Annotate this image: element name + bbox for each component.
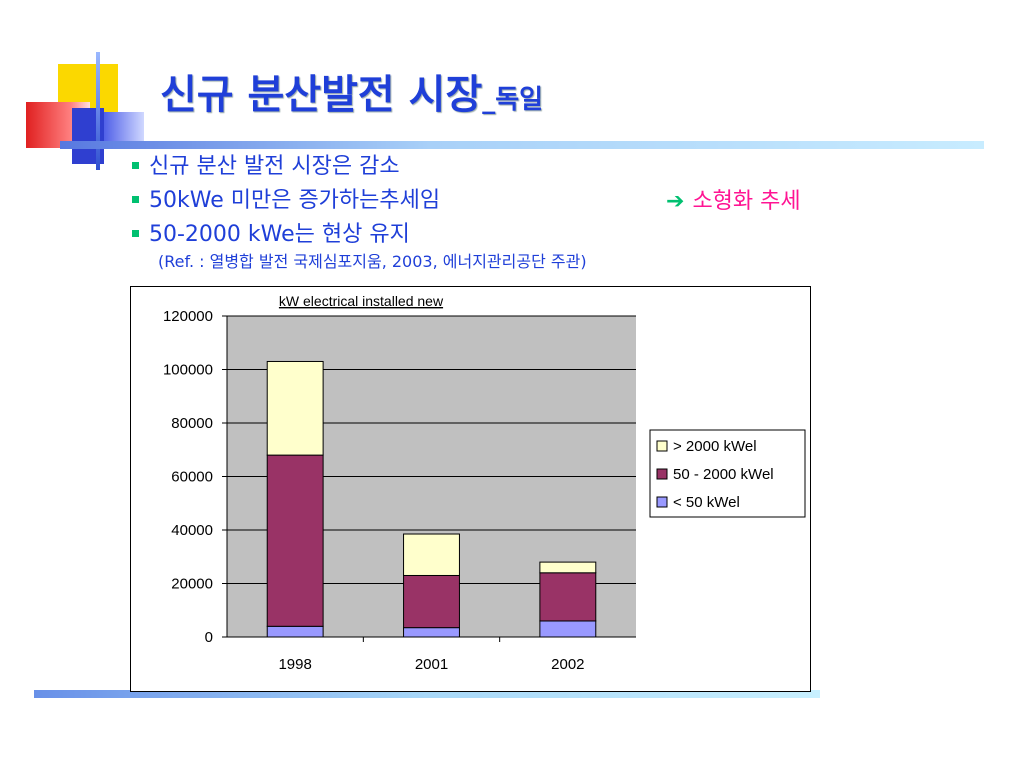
bar-segment	[266, 360, 324, 456]
bar-segment	[403, 627, 460, 638]
legend-swatch	[656, 440, 668, 452]
legend-label: < 50 kWel	[673, 494, 740, 511]
y-tick-label: 60000	[171, 469, 213, 486]
bar-segment	[539, 620, 597, 638]
arrow-right-icon: ➔	[666, 189, 685, 214]
y-tick-label: 80000	[171, 415, 213, 432]
legend-swatch	[656, 468, 668, 480]
bottom-rule	[34, 690, 820, 698]
y-tick-label: 0	[205, 629, 213, 646]
bullet-text: 50kWe 미만은 증가하는추세임	[149, 188, 441, 213]
trend-text: 소형화 추세	[692, 189, 801, 214]
bullet-text: 50-2000 kWe는 현상 유지	[149, 222, 410, 247]
bullet-mark	[132, 229, 139, 237]
chart-title: kW electrical installed new	[279, 293, 444, 309]
legend-label: > 2000 kWel	[673, 438, 757, 455]
legend-swatch	[656, 496, 668, 508]
bullet-mark	[132, 161, 139, 169]
title-main: 신규 분산발전 시장	[160, 72, 483, 118]
bar-segment	[266, 454, 324, 627]
legend-label: 50 - 2000 kWel	[673, 466, 774, 483]
bar-segment	[266, 625, 324, 638]
x-tick-label: 2002	[551, 656, 584, 673]
y-tick-label: 20000	[171, 576, 213, 593]
bullet-item: 신규 분산 발전 시장은 감소	[132, 148, 400, 180]
title-sub: _독일	[482, 85, 544, 115]
bar-segment	[539, 561, 597, 574]
y-tick-label: 120000	[163, 308, 213, 325]
bullet-item: 50-2000 kWe는 현상 유지	[132, 216, 410, 248]
decor-vertical-line	[96, 52, 100, 170]
x-tick-label: 2001	[415, 656, 448, 673]
page-title: 신규 분산발전 시장_독일	[160, 62, 543, 120]
legend-box	[649, 429, 806, 518]
bar-segment	[403, 533, 460, 576]
x-tick-label: 1998	[278, 656, 311, 673]
stacked-bar-chart: kW electrical installed new 0 20000 40000 60…	[163, 293, 806, 673]
bullet-text: 신규 분산 발전 시장은 감소	[149, 154, 400, 179]
bar-segment	[403, 574, 460, 629]
trend-note: ➔ 소형화 추세	[666, 183, 801, 215]
bullet-item: 50kWe 미만은 증가하는추세임	[132, 182, 440, 214]
reference-note: (Ref. : 열병합 발전 국제심포지움, 2003, 에너지관리공단 주관)	[158, 252, 587, 271]
y-tick-label: 100000	[163, 362, 213, 379]
bar-segment	[539, 572, 597, 622]
decor-blue-gradient	[104, 112, 144, 146]
chart-container: kW electrical installed new 0 20000 40000 60…	[130, 286, 811, 692]
y-tick-label: 40000	[171, 522, 213, 539]
title-underline	[60, 141, 984, 149]
bullet-mark	[132, 195, 139, 203]
